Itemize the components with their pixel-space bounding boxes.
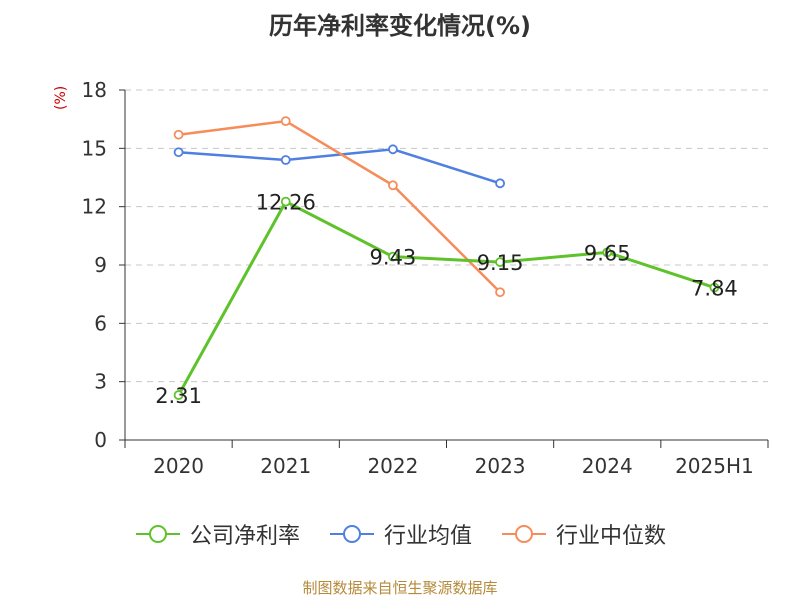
y-tick-label: 6 <box>94 311 107 335</box>
series-line <box>178 119 501 294</box>
legend-item-company[interactable]: 公司净利率 <box>134 518 300 550</box>
series-line <box>177 199 715 396</box>
data-label: 9.43 <box>370 246 417 270</box>
x-tick-label: 2020 <box>153 454 204 478</box>
legend-label-industry-median: 行业中位数 <box>556 524 667 549</box>
x-tick-label: 2021 <box>260 454 311 478</box>
data-point <box>709 282 720 293</box>
legend-item-industry-median[interactable]: 行业中位数 <box>500 518 666 550</box>
x-tick-label: 2024 <box>582 454 633 478</box>
data-point <box>173 147 184 158</box>
data-point <box>280 116 291 127</box>
y-tick-label: 0 <box>94 428 107 452</box>
data-point <box>495 178 505 189</box>
y-tick-label: 12 <box>82 195 107 219</box>
series-line <box>178 148 501 185</box>
data-point <box>388 251 398 262</box>
x-tick-label: 2025H1 <box>675 454 754 478</box>
x-tick-label: 2022 <box>367 454 418 478</box>
data-point <box>495 287 505 298</box>
chart-title: 历年净利率变化情况(%) <box>269 12 531 40</box>
data-label: 7.84 <box>691 277 738 301</box>
data-label: 9.65 <box>584 241 631 265</box>
data-label: 2.31 <box>155 384 202 408</box>
data-source-note: 制图数据来自恒生聚源数据库 <box>302 579 498 597</box>
legend-label-industry-avg: 行业均值 <box>383 524 472 549</box>
y-tick-label: 3 <box>94 370 107 394</box>
data-point <box>280 155 291 165</box>
y-tick-label: 9 <box>94 253 107 277</box>
data-point <box>602 247 613 258</box>
legend-swatch-industry-avg <box>329 525 374 543</box>
data-point <box>388 144 398 155</box>
data-point <box>388 180 398 191</box>
y-tick-label: 18 <box>82 78 107 102</box>
legend-item-industry-avg[interactable]: 行业均值 <box>328 518 472 550</box>
legend-swatch-company <box>135 525 180 543</box>
x-tick-label: 2023 <box>475 454 526 478</box>
data-label: 9.15 <box>477 251 524 275</box>
data-point <box>495 257 505 267</box>
data-point <box>173 390 184 400</box>
data-label: 12.26 <box>256 191 316 215</box>
legend-label-company: 公司净利率 <box>189 524 300 549</box>
y-tick-label: 15 <box>82 136 107 160</box>
chart-legend: 公司净利率 行业均值 行业中位数 <box>0 518 800 550</box>
data-point <box>173 129 184 140</box>
legend-swatch-industry-median <box>502 525 546 543</box>
data-point <box>280 196 291 207</box>
